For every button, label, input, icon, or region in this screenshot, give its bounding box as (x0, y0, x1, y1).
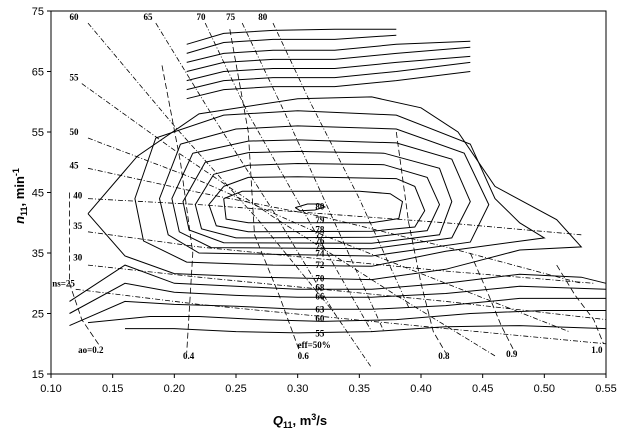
efficiency-label-63: 63 (315, 304, 325, 314)
y-tick-label-4: 55 (32, 127, 44, 139)
opening-line-1 (161, 65, 194, 353)
speed-guide-line-1 (155, 22, 336, 314)
efficiency-label-55: 55 (315, 328, 325, 338)
opening-line-4 (469, 252, 514, 350)
speed-guide-line-11 (75, 288, 607, 345)
efficiency-contours-layer (69, 28, 607, 334)
x-tick-label-5: 0.35 (349, 383, 370, 395)
efficiency-label-75: 75 (315, 241, 325, 251)
x-axis-label: Q11, m3/s (273, 412, 327, 430)
efficiency-contour-77 (194, 162, 441, 239)
efficiency-contour-78 (208, 176, 426, 233)
upper-band-line-6 (186, 28, 397, 45)
speed-guide-line-3 (241, 22, 385, 332)
opening-lines-layer (69, 29, 604, 354)
speed-guide-line-5 (81, 83, 496, 357)
x-tick-label-8: 0.50 (534, 383, 555, 395)
speed-guide-label-9: 35 (73, 221, 83, 231)
opening-line-3 (395, 131, 447, 354)
speed-guide-line-6 (87, 137, 570, 332)
efficiency-label-74: 74 (315, 249, 325, 259)
efficiency-label-76: 76 (315, 235, 325, 245)
efficiency-contour-55 (125, 325, 607, 334)
speed-guide-label-8: 40 (73, 191, 83, 201)
efficiency-label-66: 66 (315, 292, 325, 302)
efficiency-label-78: 78 (315, 224, 325, 234)
efficiency-contour-66 (69, 282, 607, 314)
speed-guide-line-10 (87, 264, 607, 320)
y-axis-label: n11, min-1 (11, 168, 29, 224)
speed-guide-line-8 (87, 198, 582, 236)
efficiency-label-79: 79 (315, 215, 325, 225)
guide-lines-layer (75, 22, 607, 369)
x-tick-label-9: 0.55 (595, 383, 616, 395)
x-tick-label-6: 0.40 (410, 383, 431, 395)
speed-guide-label-1: 65 (144, 12, 154, 22)
efficiency-contour-63 (69, 297, 606, 327)
opening-label-4: 0.9 (506, 349, 518, 359)
contour-labels-layer: 60 65 70 75 80 55 50 45 40 35 30 ns=25 ao=0.2 0.4 0.6 0… (52, 12, 603, 361)
efficiency-label-68: 68 (315, 283, 325, 293)
upper-band-line-5 (186, 34, 397, 54)
speed-guide-label-7: 45 (70, 160, 80, 170)
x-tick-label-2: 0.20 (164, 383, 185, 395)
y-tick-label-0: 15 (32, 369, 44, 381)
y-tick-label-2: 35 (32, 248, 44, 260)
efficiency-label-80: 80 (315, 201, 325, 211)
efficiency-contour-60 (87, 310, 606, 324)
x-tick-label-0: 0.10 (40, 383, 61, 395)
opening-line-2 (229, 29, 301, 353)
speed-guide-line-4 (272, 22, 410, 308)
x-tick-label-1: 0.15 (102, 383, 123, 395)
opening-label-0: ao=0.2 (78, 345, 104, 355)
opening-label-2: 0.6 (298, 351, 310, 361)
speed-guide-label-3: 75 (226, 12, 236, 22)
speed-guide-label-4: 80 (258, 12, 268, 22)
efficiency-contour-80 (294, 203, 327, 212)
opening-label-5: 1.0 (591, 345, 603, 355)
speed-guide-line-2 (204, 22, 373, 332)
efficiency-contour-70 (87, 96, 583, 281)
upper-band-line-0 (186, 71, 471, 100)
x-tick-label-3: 0.25 (225, 383, 246, 395)
x-axis-ticks: 0.10 0.15 0.20 0.25 0.30 0.35 0.40 0.45 0.50 0.55 (40, 374, 617, 395)
x-tick-label-7: 0.45 (472, 383, 493, 395)
efficiency-contour-75 (171, 139, 471, 250)
efficiency-contour-74 (158, 125, 490, 257)
opening-label-3: 0.8 (438, 351, 450, 361)
y-tick-label-5: 65 (32, 67, 44, 79)
efficiency-label-72: 72 (315, 260, 325, 270)
efficiency-label-60: 60 (315, 313, 325, 323)
upper-band-line-1 (186, 61, 471, 91)
opening-line-0 (69, 192, 101, 348)
y-tick-label-3: 45 (32, 188, 44, 200)
upper-band-line-3 (186, 46, 471, 72)
x-tick-label-4: 0.30 (287, 383, 308, 395)
efficiency-label-77: 77 (315, 230, 325, 240)
speed-guide-label-0: 60 (70, 12, 80, 22)
speed-guide-label-6: 50 (70, 127, 80, 137)
speed-guide-line-7 (87, 167, 582, 284)
y-tick-label-1: 25 (32, 309, 44, 321)
upper-band-line-4 (186, 40, 471, 63)
upper-band-line-2 (186, 55, 471, 82)
speed-guide-label-11: ns=25 (52, 278, 75, 288)
efficiency-contour-79 (223, 190, 404, 224)
efficiency-contour-72 (134, 110, 546, 267)
speed-guide-label-5: 55 (70, 73, 80, 83)
speed-guide-label-2: 70 (197, 12, 207, 22)
speed-guide-line-9 (87, 231, 594, 284)
speed-guide-label-10: 30 (73, 252, 83, 262)
y-tick-label-6: 75 (32, 6, 44, 18)
efficiency-label-70: 70 (315, 273, 325, 283)
plot-area-frame (50, 10, 607, 375)
efficiency-contour-68 (69, 264, 607, 302)
opening-label-1: 0.4 (183, 351, 195, 361)
opening-line-5 (556, 264, 604, 344)
efficiency-contour-76 (182, 150, 453, 244)
eff-50-label: eff=50% (298, 340, 331, 350)
y-axis-ticks: 15 25 35 45 55 65 75 (32, 6, 51, 381)
